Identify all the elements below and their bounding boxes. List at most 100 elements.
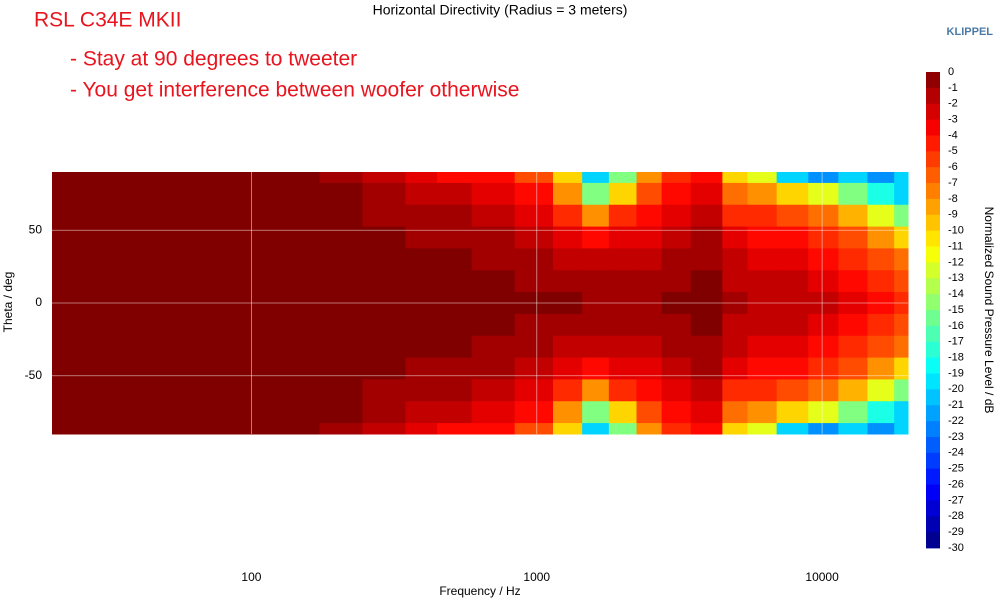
- heat-cell: [690, 379, 723, 402]
- colorbar-bin: [926, 310, 940, 327]
- colorbar-tick-label: -22: [948, 415, 964, 427]
- heat-cell: [186, 313, 230, 337]
- heat-cell: [661, 423, 692, 435]
- heat-cell: [690, 204, 723, 228]
- heat-cell: [362, 357, 406, 380]
- heat-cell: [186, 226, 230, 249]
- heat-cell: [838, 270, 868, 293]
- heat-cell: [437, 172, 473, 184]
- heat-cell: [362, 423, 406, 435]
- colorbar-tick-label: -17: [948, 336, 964, 348]
- colorbar-tick-label: -1: [948, 82, 958, 94]
- heat-cell: [553, 248, 583, 271]
- heat-cell: [747, 313, 778, 337]
- heat-cell: [608, 204, 637, 228]
- heat-cell: [838, 226, 868, 249]
- heat-cell: [867, 401, 895, 424]
- heat-cell: [77, 313, 135, 337]
- heat-cell: [894, 182, 909, 206]
- heat-cell: [776, 313, 809, 337]
- heat-cell: [471, 182, 516, 206]
- colorbar-bin: [926, 294, 940, 311]
- colorbar-tick-label: 0: [948, 66, 954, 78]
- heat-cell: [514, 379, 554, 402]
- heat-cell: [52, 357, 78, 380]
- heat-cell: [722, 204, 749, 228]
- heat-cell: [661, 172, 692, 184]
- heat-cell: [608, 182, 637, 206]
- colorbar-bin: [926, 183, 940, 200]
- heat-cell: [514, 401, 554, 424]
- heat-cell: [690, 357, 723, 380]
- brand: KLIPPEL: [947, 26, 994, 38]
- heat-cell: [405, 335, 438, 359]
- colorbar-bin: [926, 516, 940, 533]
- heat-cell: [838, 379, 868, 402]
- heat-cell: [690, 248, 723, 271]
- heat-cell: [808, 313, 839, 337]
- heat-cell: [776, 204, 809, 228]
- heat-cell: [514, 335, 554, 359]
- heat-cell: [867, 172, 895, 184]
- heat-cell: [661, 357, 692, 380]
- heat-cell: [52, 335, 78, 359]
- heat-cell: [437, 204, 473, 228]
- heat-cell: [722, 313, 749, 337]
- heat-cell: [722, 379, 749, 402]
- colorbar-tick-label: -29: [948, 526, 964, 538]
- heat-cell: [186, 423, 230, 435]
- heat-cell: [514, 357, 554, 380]
- heat-cell: [514, 248, 554, 271]
- heat-cell: [747, 270, 778, 293]
- heat-cell: [362, 204, 406, 228]
- heat-cell: [229, 248, 278, 271]
- heat-cell: [52, 401, 78, 424]
- heat-cell: [776, 379, 809, 402]
- heat-cell: [894, 313, 909, 337]
- heat-cell: [894, 379, 909, 402]
- colorbar-bin: [926, 436, 940, 454]
- heat-cell: [319, 379, 363, 402]
- heat-cell: [77, 182, 135, 206]
- heat-cell: [471, 401, 516, 424]
- heat-cell: [636, 248, 663, 271]
- colorbar-tick-label: -7: [948, 177, 958, 189]
- heat-cell: [636, 226, 663, 249]
- heat-cell: [776, 401, 809, 424]
- heat-cell: [553, 270, 583, 293]
- colorbar-tick-label: -4: [948, 129, 958, 141]
- heat-cell: [894, 401, 909, 424]
- colorbar-bin: [926, 500, 940, 517]
- heat-cell: [690, 182, 723, 206]
- heat-cell: [52, 172, 78, 184]
- heat-cell: [808, 335, 839, 359]
- heat-cell: [276, 401, 321, 424]
- heat-cell: [661, 204, 692, 228]
- heat-cell: [582, 204, 610, 228]
- heat-cell: [405, 423, 438, 435]
- heat-cell: [276, 357, 321, 380]
- y-tick-label: -50: [25, 368, 43, 382]
- heat-cell: [514, 226, 554, 249]
- colorbar-bin: [926, 214, 940, 232]
- colorbar-bin: [926, 484, 940, 501]
- heat-cell: [133, 172, 187, 184]
- heat-cell: [276, 182, 321, 206]
- heat-cell: [636, 313, 663, 337]
- heat-cell: [471, 204, 516, 228]
- heat-cell: [133, 204, 187, 228]
- colorbar-bin: [926, 198, 940, 216]
- heat-cell: [405, 248, 438, 271]
- heat-cell: [52, 226, 78, 249]
- heat-cell: [133, 379, 187, 402]
- heat-cell: [514, 204, 554, 228]
- colorbar-tick-label: -12: [948, 256, 964, 268]
- heat-cell: [77, 423, 135, 435]
- heat-cell: [276, 270, 321, 293]
- colorbar-bin: [926, 246, 940, 263]
- heat-cell: [808, 226, 839, 249]
- heat-cell: [808, 182, 839, 206]
- heat-cell: [661, 313, 692, 337]
- heat-cell: [636, 182, 663, 206]
- heat-cell: [471, 423, 516, 435]
